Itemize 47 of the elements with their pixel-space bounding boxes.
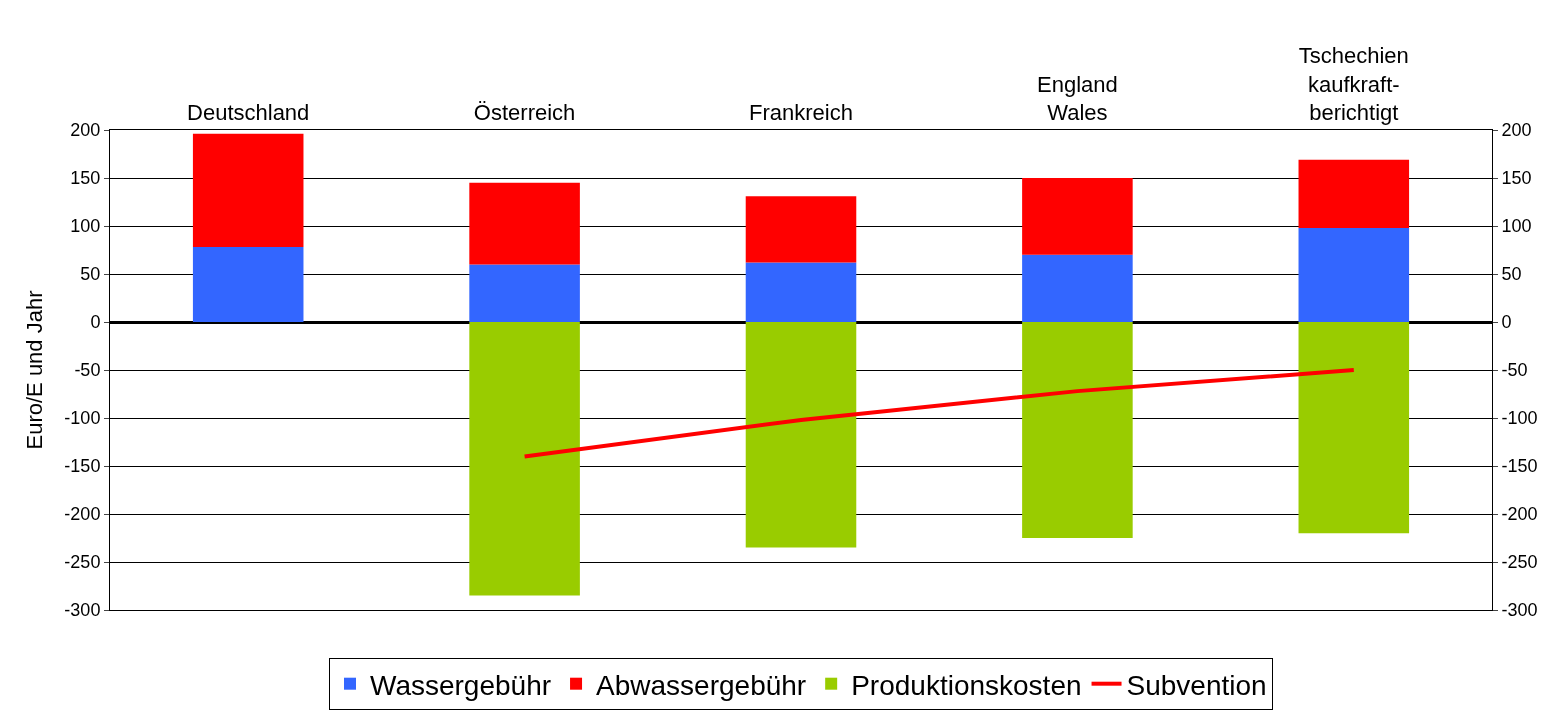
x-tick-label: England Wales [1037, 71, 1118, 126]
bar [1298, 227, 1410, 322]
y2-tick-label: 200 [1501, 120, 1532, 141]
line-series [522, 368, 1356, 459]
y2-tick-label: -150 [1501, 456, 1538, 477]
y-axis-title: Euro/E und Jahr [22, 290, 48, 450]
y2-tick-label: 150 [1501, 168, 1532, 189]
y2-tick-label: -200 [1501, 504, 1538, 525]
bar [1022, 322, 1133, 538]
bar [745, 196, 857, 263]
legend-label: Produktionskosten [851, 669, 1082, 701]
x-tick-label: Frankreich [749, 100, 853, 126]
bar [1022, 254, 1133, 322]
y-tick-label: -50 [74, 360, 101, 381]
y2-tick-label: 100 [1501, 216, 1532, 237]
bar [1298, 322, 1410, 534]
y-tick-label: -300 [64, 600, 101, 621]
bar [192, 247, 304, 322]
y-tick-label: -250 [64, 552, 101, 573]
bar [745, 262, 857, 322]
y-tick-label: 0 [90, 312, 101, 333]
y2-tick-label: -300 [1501, 600, 1538, 621]
x-tick-label: Deutschland [187, 100, 310, 126]
y2-tick-label: -100 [1501, 408, 1538, 429]
y-tick-label: 200 [70, 120, 101, 141]
bar [469, 182, 580, 265]
bar [1022, 178, 1133, 255]
y-tick-label: 50 [80, 264, 101, 285]
bar [469, 264, 580, 322]
y2-tick-label: -50 [1501, 360, 1528, 381]
bar [745, 322, 857, 548]
bar [1298, 159, 1410, 228]
y-tick-label: -200 [64, 504, 101, 525]
y2-tick-label: 0 [1501, 312, 1512, 333]
y-tick-label: 150 [70, 168, 101, 189]
x-tick-label: Österreich [473, 100, 576, 126]
legend-label: Abwassergebühr [596, 669, 807, 701]
legend-label: Wassergebühr [370, 669, 552, 701]
y2-tick-label: 50 [1501, 264, 1522, 285]
x-tick-label: Tschechien kaufkraft- berichtigt [1298, 43, 1409, 126]
y-tick-label: 100 [70, 216, 101, 237]
y2-tick-label: -250 [1501, 552, 1538, 573]
legend-label: Subvention [1126, 669, 1267, 701]
bar [469, 322, 580, 596]
y-tick-label: -100 [64, 408, 101, 429]
y-tick-label: -150 [64, 456, 101, 477]
bar [192, 133, 304, 248]
